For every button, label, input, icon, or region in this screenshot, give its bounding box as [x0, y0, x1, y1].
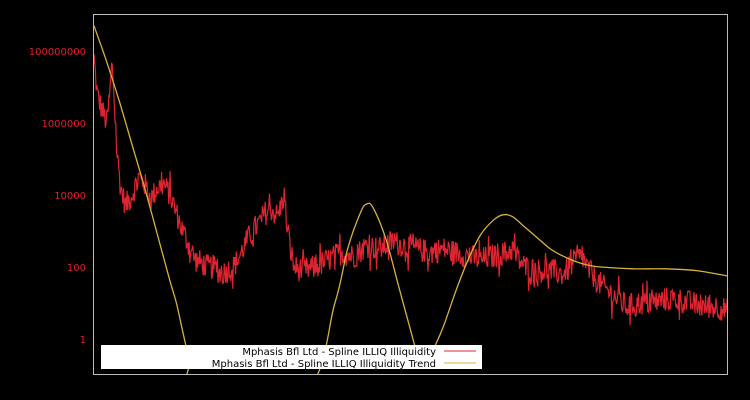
y-axis: 100000000 1000000 10000 100 1	[29, 47, 86, 346]
illiquidity-line	[94, 54, 728, 326]
y-tick-label: 1000000	[41, 119, 86, 130]
legend-label-illiquidity: Mphasis Bfl Ltd - Spline ILLIQ Illiquidi…	[242, 347, 436, 358]
legend-box	[101, 345, 482, 369]
y-tick-label: 100	[67, 263, 86, 274]
legend-label-trend: Mphasis Bfl Ltd - Spline ILLIQ Illiquidi…	[212, 359, 436, 370]
y-tick-label: 100000000	[29, 47, 86, 58]
y-tick-label: 1	[80, 335, 86, 346]
y-tick-label: 10000	[54, 191, 86, 202]
plot-frame	[93, 14, 728, 375]
legend: Mphasis Bfl Ltd - Spline ILLIQ Illiquidi…	[101, 345, 482, 370]
